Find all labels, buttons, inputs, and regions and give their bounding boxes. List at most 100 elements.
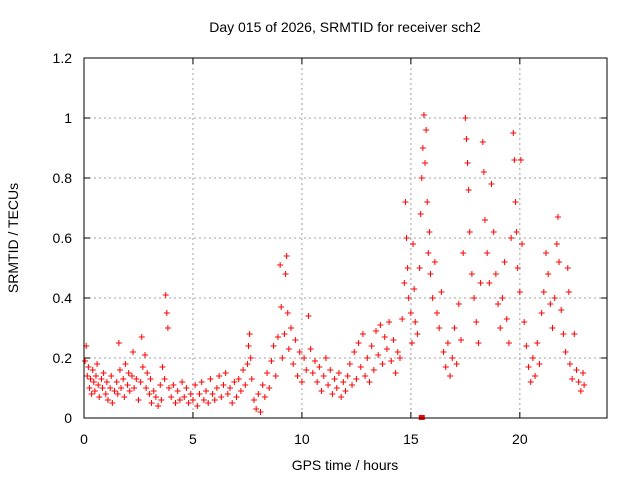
data-point bbox=[499, 295, 506, 301]
data-point bbox=[547, 301, 554, 307]
plot-frame bbox=[83, 57, 608, 419]
data-point bbox=[457, 337, 464, 343]
data-point bbox=[189, 397, 196, 403]
data-point bbox=[240, 367, 247, 373]
data-point bbox=[427, 271, 434, 277]
data-point bbox=[438, 289, 445, 295]
data-point bbox=[122, 361, 129, 367]
data-point bbox=[514, 265, 521, 271]
data-point bbox=[87, 376, 94, 382]
data-point bbox=[403, 235, 410, 241]
data-point bbox=[142, 352, 149, 358]
x-tick-label: 0 bbox=[80, 431, 88, 447]
data-point bbox=[501, 259, 508, 265]
data-point bbox=[278, 304, 285, 310]
data-point bbox=[162, 292, 169, 298]
y-tick-label: 1 bbox=[64, 110, 72, 126]
data-point bbox=[471, 295, 478, 301]
data-point bbox=[492, 271, 499, 277]
data-point bbox=[104, 397, 111, 403]
data-point bbox=[542, 250, 549, 256]
data-point bbox=[508, 235, 515, 241]
data-point bbox=[477, 280, 484, 286]
data-point bbox=[207, 376, 214, 382]
data-point bbox=[335, 370, 342, 376]
data-points bbox=[82, 112, 588, 420]
data-point bbox=[349, 382, 356, 388]
data-point bbox=[486, 280, 493, 286]
data-point bbox=[551, 295, 558, 301]
data-point bbox=[418, 175, 425, 181]
data-point bbox=[274, 334, 281, 340]
data-point bbox=[554, 214, 561, 220]
data-point bbox=[231, 379, 238, 385]
data-point bbox=[479, 139, 486, 145]
data-point bbox=[333, 385, 340, 391]
data-point bbox=[102, 391, 109, 397]
data-point bbox=[253, 406, 260, 412]
data-point bbox=[218, 394, 225, 400]
data-point bbox=[327, 367, 334, 373]
data-point bbox=[103, 379, 110, 385]
data-point bbox=[281, 331, 288, 337]
data-point bbox=[364, 355, 371, 361]
data-point bbox=[303, 367, 310, 373]
data-point bbox=[292, 337, 299, 343]
data-point bbox=[575, 379, 582, 385]
data-point bbox=[417, 211, 424, 217]
data-point bbox=[431, 259, 438, 265]
data-point bbox=[495, 301, 502, 307]
data-point bbox=[556, 259, 563, 265]
x-tick-label: 10 bbox=[294, 431, 310, 447]
data-point bbox=[386, 319, 393, 325]
grid bbox=[84, 58, 607, 418]
data-point bbox=[261, 394, 268, 400]
data-point bbox=[566, 361, 573, 367]
data-point bbox=[370, 367, 377, 373]
data-point bbox=[94, 361, 101, 367]
data-point bbox=[396, 355, 403, 361]
data-point bbox=[125, 370, 132, 376]
data-point bbox=[121, 394, 128, 400]
data-point bbox=[259, 382, 266, 388]
data-point bbox=[351, 349, 358, 355]
data-point bbox=[307, 346, 314, 352]
data-point bbox=[521, 319, 528, 325]
data-point bbox=[405, 295, 412, 301]
data-point bbox=[419, 145, 426, 151]
data-point bbox=[359, 331, 366, 337]
data-point bbox=[174, 388, 181, 394]
data-point bbox=[581, 382, 588, 388]
data-point bbox=[164, 325, 171, 331]
data-point bbox=[488, 181, 495, 187]
data-point bbox=[318, 388, 325, 394]
data-point bbox=[560, 331, 567, 337]
x-tick-label: 15 bbox=[403, 431, 419, 447]
data-point bbox=[143, 385, 150, 391]
data-point bbox=[246, 331, 253, 337]
data-point bbox=[340, 379, 347, 385]
data-point bbox=[426, 229, 433, 235]
data-point bbox=[510, 130, 517, 136]
data-point bbox=[109, 400, 116, 406]
data-point bbox=[529, 355, 536, 361]
data-point bbox=[290, 361, 297, 367]
data-point bbox=[113, 379, 120, 385]
data-point bbox=[176, 397, 183, 403]
data-point bbox=[377, 322, 384, 328]
data-point bbox=[283, 253, 290, 259]
data-point bbox=[436, 325, 443, 331]
data-point bbox=[99, 385, 106, 391]
data-point bbox=[170, 382, 177, 388]
y-tick-label: 0.8 bbox=[53, 170, 73, 186]
data-point bbox=[503, 316, 510, 322]
data-point bbox=[512, 199, 519, 205]
data-point bbox=[465, 187, 472, 193]
data-point bbox=[282, 271, 289, 277]
data-point bbox=[464, 160, 471, 166]
data-point bbox=[85, 364, 92, 370]
data-point bbox=[388, 358, 395, 364]
data-point bbox=[401, 280, 408, 286]
data-point bbox=[288, 325, 295, 331]
